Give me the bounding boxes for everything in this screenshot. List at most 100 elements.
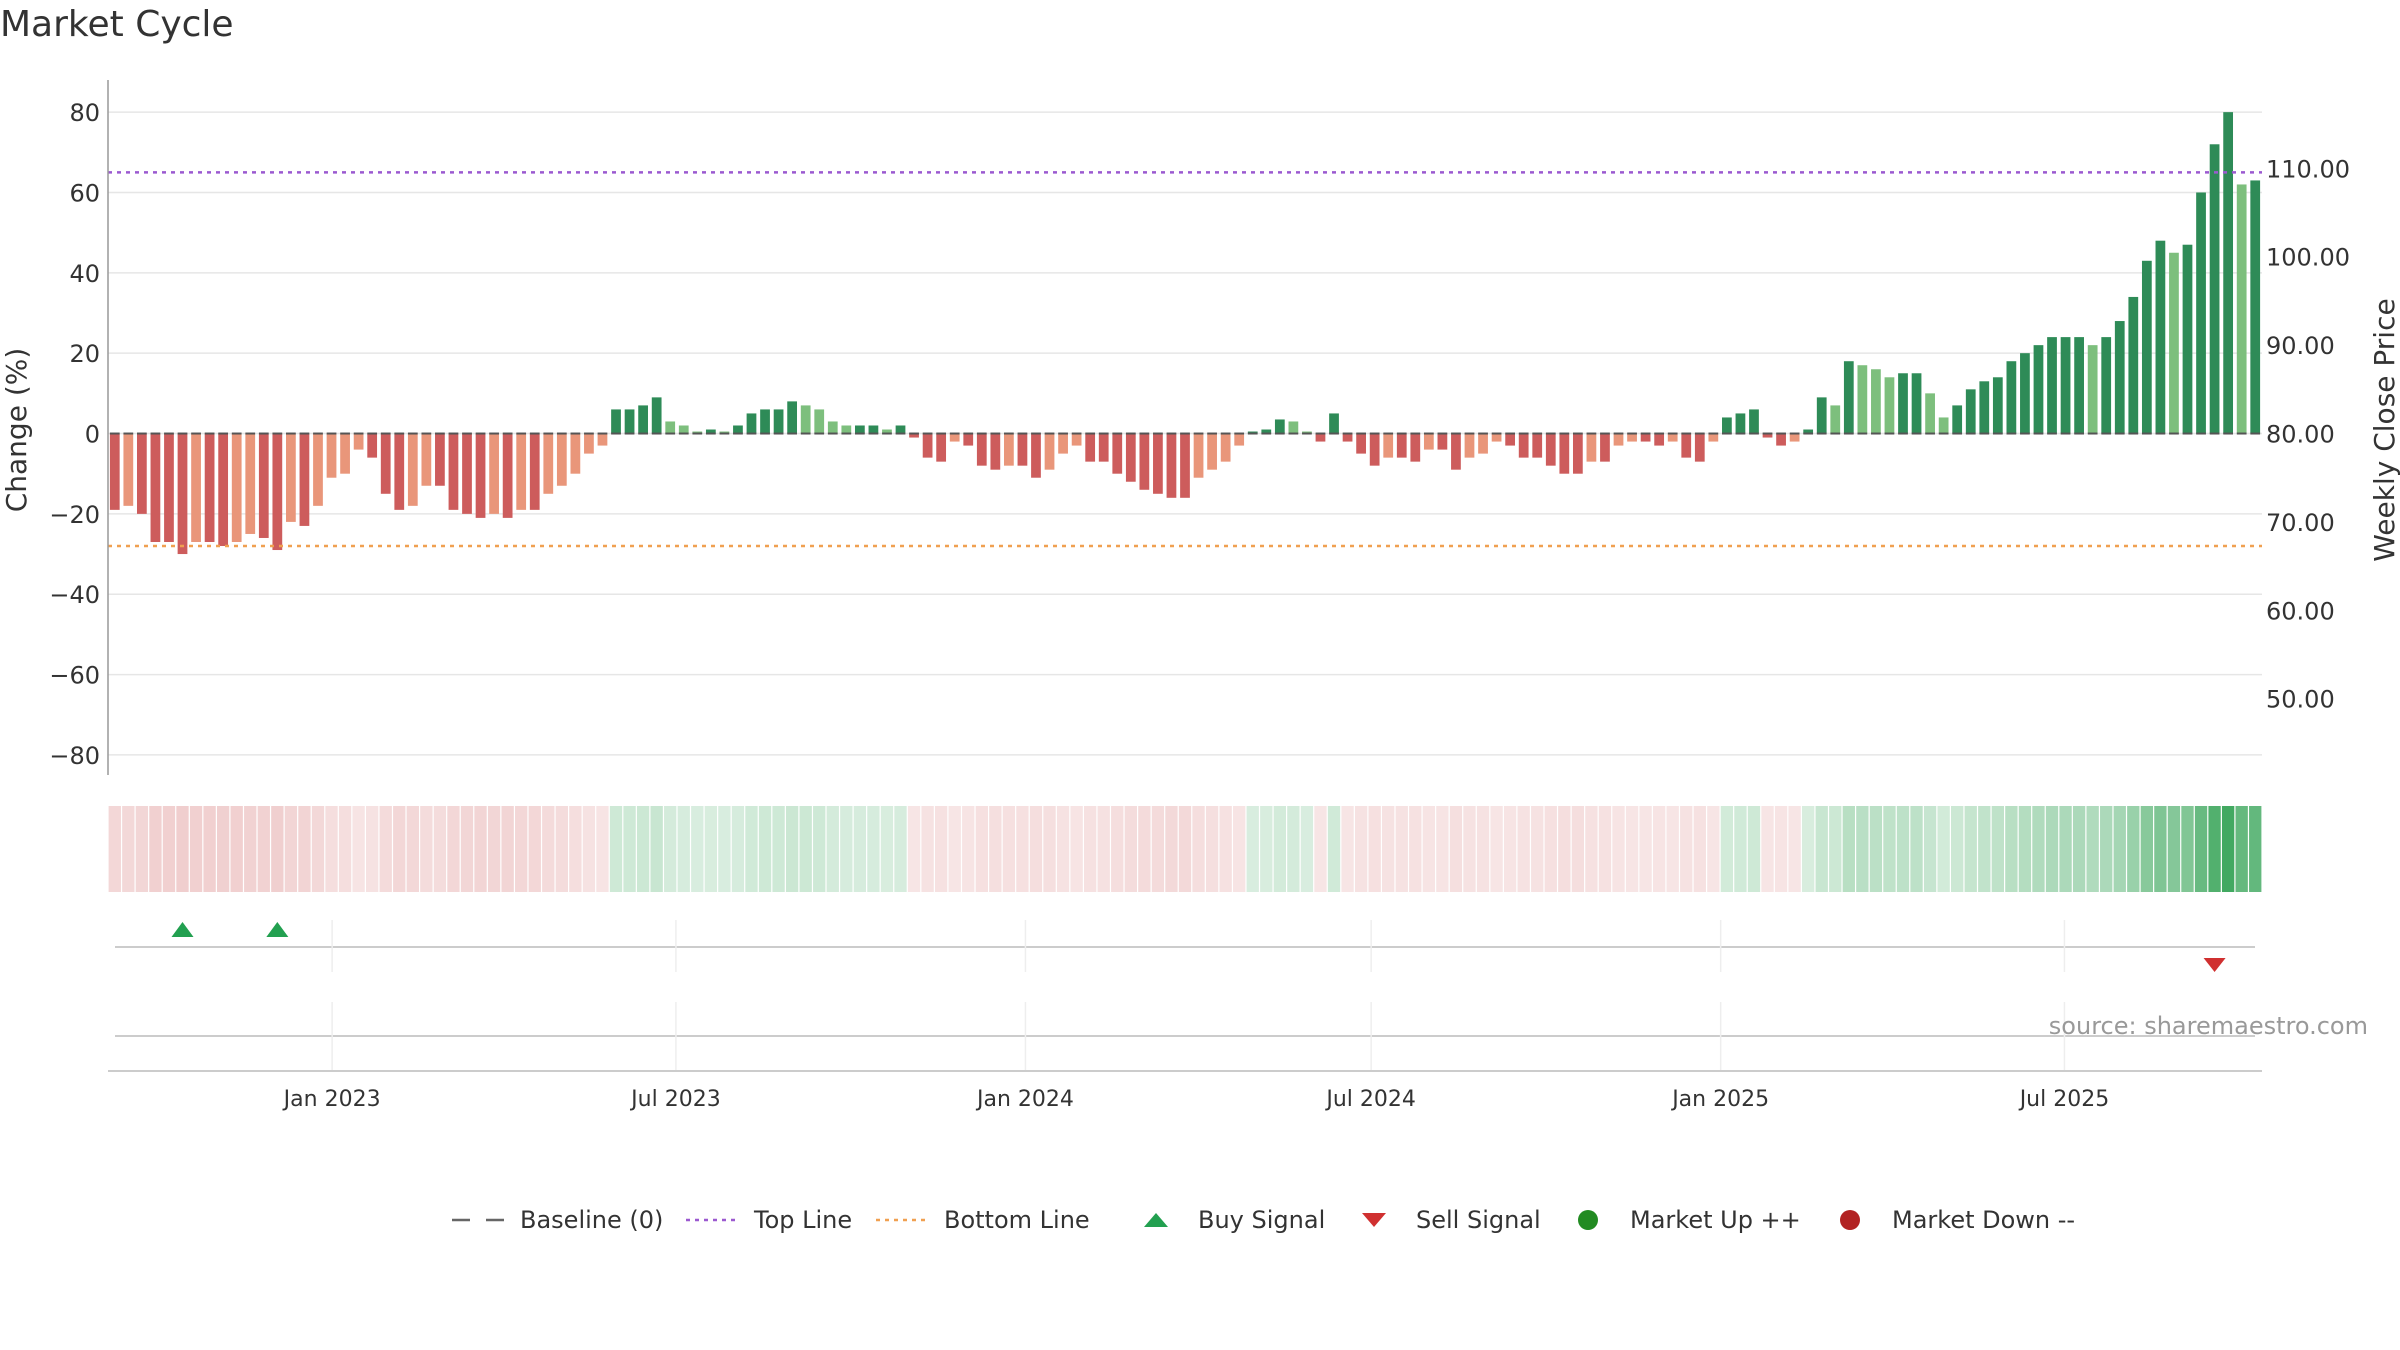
heat-cell xyxy=(244,806,257,892)
heat-cell xyxy=(745,806,758,892)
heat-cell xyxy=(2194,806,2208,892)
heat-cell xyxy=(230,806,243,892)
bar xyxy=(1071,433,1082,446)
bar xyxy=(1816,397,1827,434)
heat-cell xyxy=(2018,806,2032,892)
heat-cell xyxy=(528,806,541,892)
bar xyxy=(1491,433,1502,442)
heat-cell xyxy=(2154,806,2167,892)
legend-symbol-icon xyxy=(1144,1213,1168,1227)
bar xyxy=(204,433,215,542)
heat-cell xyxy=(1273,806,1287,892)
heat-cell xyxy=(1883,806,1896,892)
bar xyxy=(1952,405,1963,434)
legend-symbol-icon xyxy=(876,1218,928,1222)
bar xyxy=(2033,345,2044,434)
bar xyxy=(1938,417,1949,434)
bar xyxy=(177,433,188,555)
bar xyxy=(1220,433,1231,462)
bar xyxy=(258,433,269,538)
x-axis: Jan 2023 Jul 2023 Jan 2024 Jul 2024 Jan 2025… xyxy=(108,1070,2262,1112)
heat-cell xyxy=(1300,806,1314,892)
bar xyxy=(380,433,391,494)
heat-cell xyxy=(2113,806,2126,892)
bar xyxy=(394,433,405,510)
heat-cell xyxy=(948,806,961,892)
bar xyxy=(191,433,201,542)
y-tick-label: 0 xyxy=(85,421,100,449)
heat-cell xyxy=(1842,806,1855,892)
bar xyxy=(651,397,662,434)
bar xyxy=(1884,377,1895,434)
heat-cell xyxy=(840,806,853,892)
bar xyxy=(2141,260,2152,434)
heat-cell xyxy=(989,806,1002,892)
heat-cell xyxy=(1449,806,1463,892)
heat-cell xyxy=(1354,806,1368,892)
bar xyxy=(1166,433,1177,498)
bar xyxy=(1437,433,1448,450)
bar xyxy=(1180,433,1190,498)
heat-cell xyxy=(2045,806,2059,892)
heat-cell xyxy=(1801,806,1815,892)
bar xyxy=(814,409,825,434)
bar xyxy=(773,409,784,434)
bar xyxy=(1572,433,1583,474)
bar xyxy=(963,433,974,446)
bar xyxy=(421,433,432,486)
heat-cell xyxy=(1625,806,1639,892)
heat-cell xyxy=(1395,806,1408,892)
bar xyxy=(2020,353,2030,434)
heat-cell xyxy=(2221,806,2235,892)
heat-cell xyxy=(393,806,406,892)
bar xyxy=(407,433,418,506)
bar xyxy=(272,433,283,551)
bar xyxy=(705,429,716,434)
heat-cell xyxy=(379,806,392,892)
heat-cell xyxy=(311,806,325,892)
heat-cell xyxy=(1991,806,2005,892)
heat-cell xyxy=(1910,806,1923,892)
y2-tick-label: 110.00 xyxy=(2266,155,2350,183)
legend-item: Market Down -- xyxy=(1822,1200,2075,1240)
bar xyxy=(286,433,296,522)
bar xyxy=(922,433,933,458)
bar xyxy=(2074,337,2084,434)
bar xyxy=(1031,433,1041,478)
heat-cell xyxy=(216,806,230,892)
bar xyxy=(502,433,513,518)
heat-cell xyxy=(1544,806,1557,892)
heat-cell xyxy=(1233,806,1246,892)
heat-cell xyxy=(2059,806,2072,892)
bars-layer xyxy=(109,112,2261,555)
heat-cell xyxy=(365,806,379,892)
heat-cell xyxy=(2167,806,2181,892)
heat-cell xyxy=(731,806,745,892)
heat-cell xyxy=(1205,806,1219,892)
heat-cell xyxy=(1246,806,1259,892)
heat-cell xyxy=(1327,806,1341,892)
bar xyxy=(2155,240,2166,434)
bar xyxy=(1898,373,1908,434)
heat-cell xyxy=(1029,806,1043,892)
heat-cell xyxy=(1964,806,1977,892)
bar xyxy=(2196,192,2206,434)
heat-cell xyxy=(1558,806,1571,892)
y2-axis-label: Weekly Close Price xyxy=(2368,298,2400,561)
bar xyxy=(2101,337,2112,434)
x-tick-label: Jan 2024 xyxy=(975,1087,1074,1112)
bar xyxy=(1735,413,1746,434)
heat-cell xyxy=(826,806,839,892)
bar xyxy=(1654,433,1665,446)
bar xyxy=(1058,433,1068,454)
bar xyxy=(1694,433,1705,462)
bar xyxy=(895,425,906,434)
signal-panel xyxy=(115,920,2255,972)
legend-item: Bottom Line xyxy=(874,1200,1090,1240)
bar xyxy=(1085,433,1096,462)
bar xyxy=(584,433,594,454)
bar xyxy=(516,433,527,510)
bar xyxy=(624,409,635,434)
bar xyxy=(2087,345,2098,434)
bar xyxy=(1004,433,1014,466)
